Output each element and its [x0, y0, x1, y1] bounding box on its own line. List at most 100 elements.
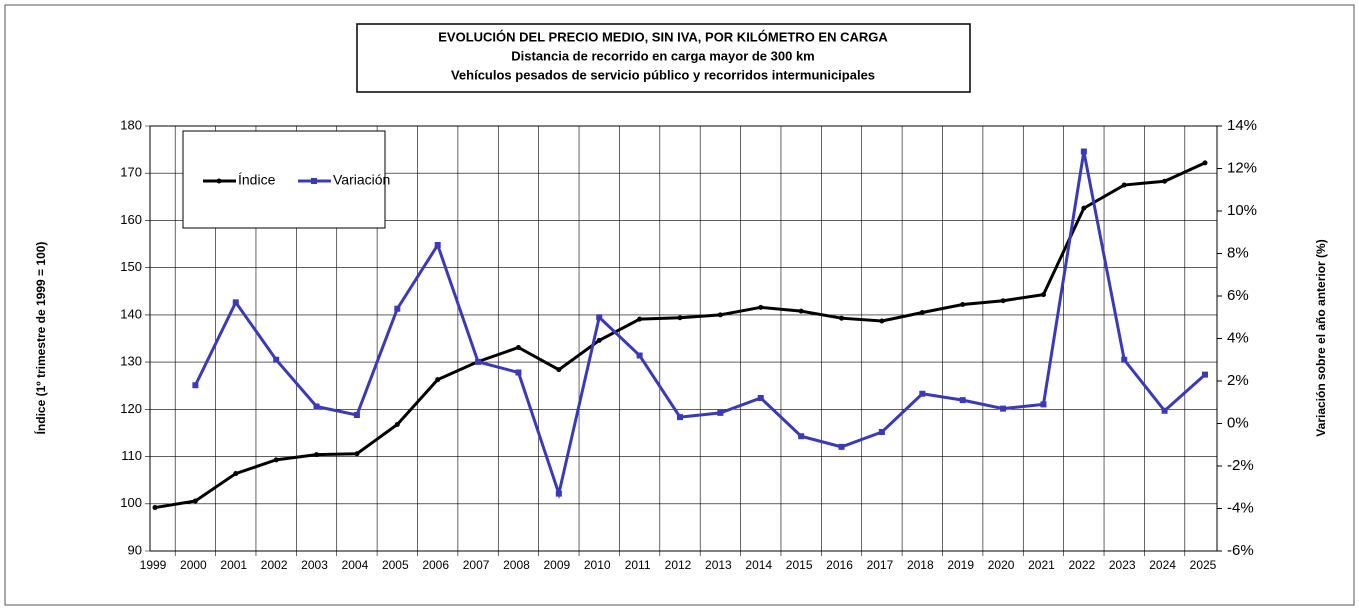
data-point — [878, 429, 885, 435]
data-point — [1162, 178, 1168, 184]
x-tick-label: 2000 — [180, 558, 207, 572]
y2-tick-label: 12% — [1227, 159, 1257, 176]
x-tick-label: 2025 — [1190, 558, 1217, 572]
y2-tick-label: 0% — [1227, 414, 1249, 431]
x-tick-label: 2017 — [867, 558, 894, 572]
y2-tick-label: 8% — [1227, 244, 1249, 261]
x-tick-label: 2010 — [584, 558, 611, 572]
data-point — [434, 242, 441, 248]
data-point — [515, 344, 521, 350]
chart-subtitle: Distancia de recorrido en carga mayor de… — [511, 48, 814, 63]
data-point — [717, 409, 724, 416]
x-tick-label: 2006 — [422, 558, 449, 572]
y-tick-label: 170 — [120, 165, 142, 180]
x-tick-label: 2019 — [947, 558, 974, 572]
data-point — [1121, 356, 1128, 363]
data-point — [394, 305, 401, 312]
x-tick-label: 2024 — [1149, 558, 1176, 572]
data-point — [273, 457, 279, 463]
x-tick-label: 2021 — [1028, 558, 1055, 572]
y-tick-label: 140 — [120, 306, 142, 321]
data-point — [313, 403, 320, 410]
legend-label: Índice — [238, 172, 276, 188]
x-tick-label: 2023 — [1109, 558, 1136, 572]
chart-frame — [4, 4, 1355, 606]
data-point — [555, 490, 562, 497]
y-tick-label: 180 — [120, 117, 142, 132]
data-point — [919, 390, 926, 397]
data-point — [353, 412, 360, 418]
y-tick-label: 90 — [128, 542, 142, 557]
x-tick-label: 2002 — [261, 558, 288, 572]
series-line — [194, 151, 1207, 500]
data-point — [717, 312, 723, 318]
x-tick-label: 2022 — [1068, 558, 1095, 572]
data-point — [919, 310, 925, 316]
data-point — [192, 498, 198, 504]
data-point — [192, 382, 199, 389]
x-tick-label: 2012 — [665, 558, 692, 572]
x-tick-label: 2009 — [543, 558, 570, 572]
data-point — [839, 315, 845, 321]
title-box — [356, 23, 971, 93]
y-tick-label: 110 — [121, 448, 142, 463]
data-point — [1161, 407, 1168, 414]
data-point — [1202, 371, 1208, 378]
data-point — [233, 471, 239, 477]
data-point — [232, 299, 239, 306]
data-point — [515, 369, 522, 376]
data-point — [314, 452, 320, 458]
x-tick-label: 2014 — [745, 558, 772, 572]
x-tick-label: 2013 — [705, 558, 732, 572]
x-tick-label: 2018 — [907, 558, 934, 572]
x-tick-label: 2020 — [988, 558, 1015, 572]
legend-marker — [216, 178, 222, 184]
y-tick-label: 100 — [120, 495, 142, 510]
data-point — [758, 304, 764, 310]
y2-tick-label: -4% — [1227, 499, 1254, 516]
x-tick-label: 2015 — [786, 558, 813, 572]
x-tick-label: 2008 — [503, 558, 530, 572]
data-point — [556, 367, 562, 373]
x-tick-label: 2011 — [625, 558, 651, 572]
legend-marker — [311, 178, 317, 184]
data-point — [960, 302, 966, 307]
data-point — [354, 451, 360, 457]
y2-tick-label: 4% — [1227, 329, 1249, 346]
y2-tick-label: 14% — [1227, 117, 1257, 134]
data-point — [879, 318, 885, 324]
data-point — [1121, 182, 1127, 188]
legend-label: Variación — [333, 172, 390, 188]
x-tick-label: 2004 — [342, 558, 369, 572]
data-point — [152, 505, 158, 511]
data-point — [1080, 148, 1087, 155]
data-point — [637, 316, 643, 322]
chart-title: EVOLUCIÓN DEL PRECIO MEDIO, SIN IVA, POR… — [438, 29, 888, 44]
x-tick-label: 2001 — [220, 558, 247, 572]
chart-subtitle: Vehículos pesados de servicio público y … — [451, 67, 875, 82]
data-point — [1040, 401, 1047, 408]
data-point — [596, 314, 603, 321]
data-point — [1000, 405, 1007, 412]
data-point — [1202, 160, 1208, 166]
data-point — [394, 421, 400, 427]
data-point — [636, 352, 643, 359]
data-point — [838, 443, 845, 450]
y-tick-label: 130 — [120, 354, 142, 369]
data-point — [798, 433, 805, 440]
data-point — [1000, 298, 1006, 304]
x-tick-label: 2007 — [463, 558, 490, 572]
y2-tick-label: 2% — [1227, 372, 1249, 389]
data-point — [1040, 292, 1046, 298]
y2-tick-label: -2% — [1227, 457, 1254, 474]
data-point — [273, 356, 280, 363]
y-tick-label: 150 — [120, 259, 142, 274]
plot-frame — [149, 125, 1218, 552]
data-point — [596, 337, 602, 343]
x-tick-label: 2005 — [382, 558, 409, 572]
data-point — [435, 377, 441, 383]
y2-axis-label: Variación sobre el año anterior (%) — [1314, 239, 1328, 436]
y2-tick-label: -6% — [1227, 542, 1254, 559]
data-point — [677, 315, 683, 321]
